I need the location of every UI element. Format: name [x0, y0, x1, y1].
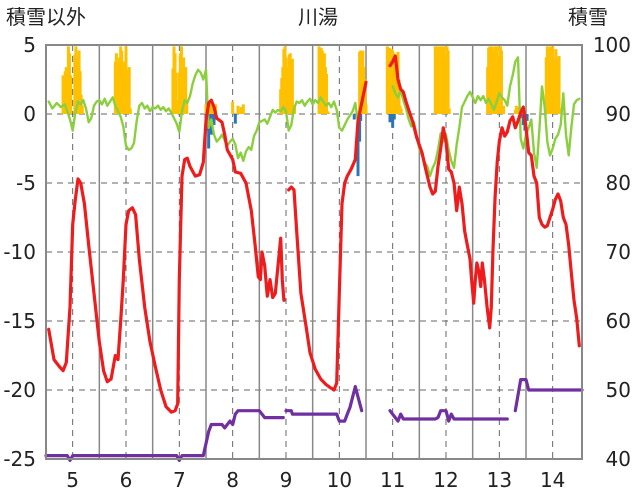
y-right-label: 積雪: [568, 5, 608, 29]
sunshine-bar: [555, 58, 559, 114]
sunshine-bar: [363, 79, 367, 114]
sunshine-bar: [447, 108, 451, 114]
sunshine-bar: [69, 75, 73, 114]
sunshine-bar: [326, 111, 330, 114]
sunshine-bar: [204, 104, 208, 114]
sunshine-bar: [185, 100, 189, 114]
y-right-tick-label: 40: [606, 447, 631, 471]
x-axis-ticks: 5 6 7 8 9 10 11 12 13 14: [66, 468, 565, 492]
x-tick-label: 5: [66, 468, 79, 492]
y-left-tick-label: -10: [3, 240, 36, 264]
sunshine-bar: [128, 108, 132, 114]
humidity_like-line: [47, 68, 365, 163]
y-left-tick-label: 0: [23, 102, 36, 126]
y-left-label: 積雪以外: [6, 5, 86, 29]
precipitation-bar: [392, 114, 396, 120]
y-right-tick-label: 90: [606, 102, 631, 126]
sunshine-bar: [557, 56, 561, 114]
right-axis-ticks: 100 90 80 70 60 50 40: [593, 33, 631, 471]
sunshine-bar: [499, 50, 503, 114]
precipitation-bar: [207, 114, 211, 149]
snow_depth-line: [284, 385, 364, 423]
snow_depth-line: [513, 378, 584, 413]
sunshine-bar: [237, 109, 241, 114]
sunshine-bar: [290, 58, 294, 114]
sunshine-bar: [241, 104, 245, 114]
sunshine-bar: [399, 108, 403, 114]
y-right-tick-label: 100: [593, 33, 631, 57]
sunshine-bar: [179, 46, 183, 114]
y-left-tick-label: -15: [3, 309, 36, 333]
x-tick-label: 8: [226, 468, 239, 492]
precipitation-bar: [358, 114, 362, 142]
y-left-tick-label: -5: [16, 171, 36, 195]
sunshine-bar: [446, 50, 450, 114]
precipitation-bar: [525, 114, 529, 121]
sunshine-bar: [327, 112, 331, 114]
temperature-line: [388, 54, 581, 348]
sunshine-bar: [64, 67, 68, 114]
x-tick-label: 11: [380, 468, 405, 492]
precipitation-bar: [212, 114, 216, 126]
precipitation-bar: [391, 114, 395, 128]
sunshine-bar: [364, 104, 368, 114]
y-left-tick-label: 5: [23, 33, 36, 57]
sunshine-bar: [231, 101, 235, 114]
sunshine-bar: [502, 105, 506, 114]
precipitation-bar: [233, 114, 237, 124]
x-tick-label: 9: [280, 468, 293, 492]
y-right-tick-label: 80: [606, 171, 631, 195]
snow_depth-line: [44, 409, 285, 462]
precipitation-bar: [388, 114, 392, 123]
y-right-tick-label: 70: [606, 240, 631, 264]
precipitation-bar: [359, 114, 363, 121]
sunshine-bar: [115, 62, 119, 114]
sunshine-bar: [174, 72, 178, 114]
sunshine-bar: [184, 67, 188, 114]
x-tick-label: 13: [487, 468, 512, 492]
temperature-line: [47, 98, 286, 414]
x-tick-label: 14: [540, 468, 565, 492]
y-right-tick-label: 50: [606, 378, 631, 402]
x-tick-label: 12: [433, 468, 458, 492]
snow_depth-line: [388, 409, 509, 423]
series-lines: [44, 54, 584, 462]
precipitation-bar: [352, 114, 356, 120]
x-tick-label: 6: [120, 468, 133, 492]
sunshine-bar: [80, 105, 84, 114]
y-left-tick-label: -20: [3, 378, 36, 402]
chart-title: 川湯: [298, 5, 338, 29]
temperature-line: [287, 80, 368, 392]
x-tick-label: 10: [327, 468, 352, 492]
sunshine-bar: [325, 73, 329, 114]
sunshine-bar: [239, 107, 243, 114]
left-axis-ticks: 5 0 -5 -10 -15 -20 -25: [3, 33, 36, 471]
precipitation-bar: [356, 114, 360, 177]
precipitation-bar: [520, 114, 524, 119]
sunshine-bar: [558, 108, 562, 114]
plot-frame: [45, 44, 583, 460]
sunshine-bar: [78, 71, 82, 114]
sunshine-bars: [61, 46, 562, 115]
sunshine-bar: [125, 69, 129, 114]
sunshine-bar: [127, 67, 131, 114]
y-right-tick-label: 60: [606, 309, 631, 333]
x-tick-label: 7: [173, 468, 186, 492]
y-left-tick-label: -25: [3, 447, 36, 471]
sunshine-bar: [175, 100, 179, 114]
